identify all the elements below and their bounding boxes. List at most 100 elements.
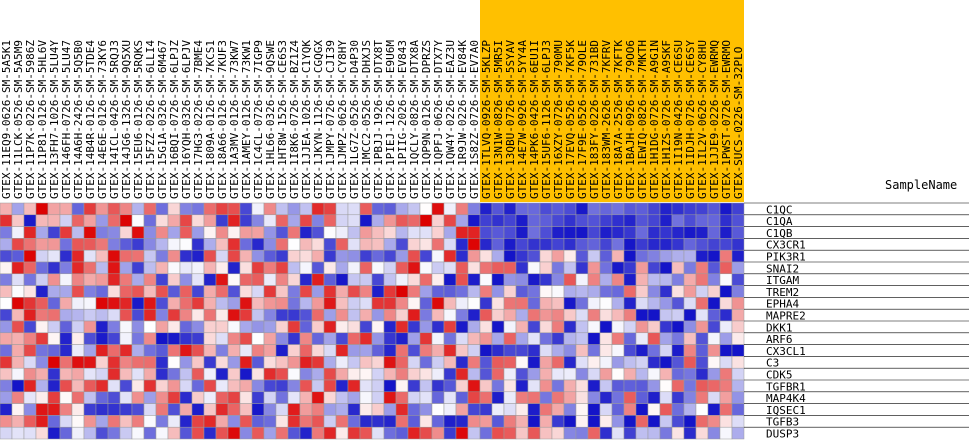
heatmap-cell [635,332,649,345]
heatmap-cell [647,261,661,275]
heatmap-cell [515,320,529,334]
heatmap-cell [443,249,457,263]
heatmap-cell [359,344,373,357]
heatmap-cell [0,285,13,298]
heatmap-cell [239,356,253,369]
heatmap-cell [599,297,613,310]
heatmap-cell [407,261,421,275]
heatmap-cell [515,273,529,286]
heatmap-cell [107,202,121,216]
heatmap-cell [335,403,349,416]
heatmap-cell [563,249,577,263]
sample-label: GTEX-1BAJH-0926-SM-79OO6 [624,40,637,199]
heatmap-cell [239,273,253,286]
heatmap-cell [719,332,733,345]
heatmap-cell [359,332,373,345]
heatmap-cell [167,415,181,428]
heatmap-cell [587,356,601,369]
heatmap-cell [47,261,61,275]
sample-label: GTEX-1JMPZ-0626-SM-CY8HY [336,40,349,199]
heatmap-cell [479,332,493,345]
heatmap-cell [335,426,349,440]
heatmap-cell [527,367,541,381]
heatmap-cell [383,226,397,239]
heatmap-cell [395,367,409,381]
heatmap-cell [215,273,229,286]
heatmap-cell [299,391,313,404]
heatmap-cell [0,261,13,275]
heatmap-cell [251,356,265,369]
heatmap-cell [179,344,193,357]
heatmap-cell [419,367,433,381]
heatmap-cell [215,344,229,357]
heatmap-cell [59,226,73,239]
heatmap-cell [191,403,205,416]
heatmap-cell [335,249,349,263]
heatmap-cell [371,332,385,345]
heatmap-cell [335,344,349,357]
heatmap-cell [191,391,205,404]
heatmap-cell [119,415,133,428]
sample-label: GTEX-183WM-2626-SM-7KFRV [600,40,613,199]
heatmap-cell [11,202,25,216]
heatmap-cell [347,379,361,393]
heatmap-cell [119,308,133,322]
sample-label: GTEX-1A3MV-0126-SM-73KW7 [228,40,241,199]
heatmap-cell [563,308,577,322]
heatmap-cell [107,226,121,239]
heatmap-cell [671,379,685,393]
sample-label: GTEX-1QP9N-0126-SM-DPRZS [420,40,433,199]
heatmap-cell [203,261,217,275]
heatmap-cell [263,379,277,393]
heatmap-cell [119,367,133,381]
heatmap-cell [707,403,721,416]
sample-label: GTEX-1IL2V-0626-SM-CY8HU [696,40,709,199]
heatmap-cell [695,356,709,369]
heatmap-cell [575,249,589,263]
heatmap-cell [671,238,685,251]
heatmap-cell [419,320,433,334]
heatmap-cell [599,332,613,345]
heatmap-cell [155,261,169,275]
heatmap-cell [191,332,205,345]
heatmap-cell [203,332,217,345]
heatmap-cell [95,415,109,428]
heatmap-cell [479,356,493,369]
heatmap-cell [0,426,13,440]
heatmap-cell [335,367,349,381]
heatmap-cell [599,379,613,393]
heatmap-cell [503,379,517,393]
heatmap-cell [179,238,193,251]
heatmap-cell [347,285,361,298]
heatmap-cell [371,403,385,416]
heatmap-cell [275,285,289,298]
heatmap-cell [359,285,373,298]
heatmap-cell [659,356,673,369]
heatmap-cell [503,214,517,227]
heatmap-cell [35,367,49,381]
heatmap-cell [575,320,589,334]
heatmap-cell [443,391,457,404]
heatmap-cell [527,202,541,216]
heatmap-cell [71,391,85,404]
heatmap-cell [347,344,361,357]
heatmap-cell [167,273,181,286]
heatmap-cell [503,261,517,275]
heatmap-cell [167,332,181,345]
heatmap-cell [71,214,85,227]
heatmap-cell [647,238,661,251]
heatmap-cell [215,214,229,227]
heatmap-cell [215,426,229,440]
heatmap-cell [671,202,685,216]
heatmap-cell [443,261,457,275]
heatmap-cell [419,415,433,428]
heatmap-cell [359,426,373,440]
heatmap-cell [155,356,169,369]
sample-label: GTEX-1C4CL-0726-SM-7IGP9 [252,40,265,199]
heatmap-cell [179,367,193,381]
heatmap-cell [287,415,301,428]
heatmap-cell [251,332,265,345]
heatmap-cell [551,367,565,381]
heatmap-cell [611,344,625,357]
heatmap-cell [227,356,241,369]
